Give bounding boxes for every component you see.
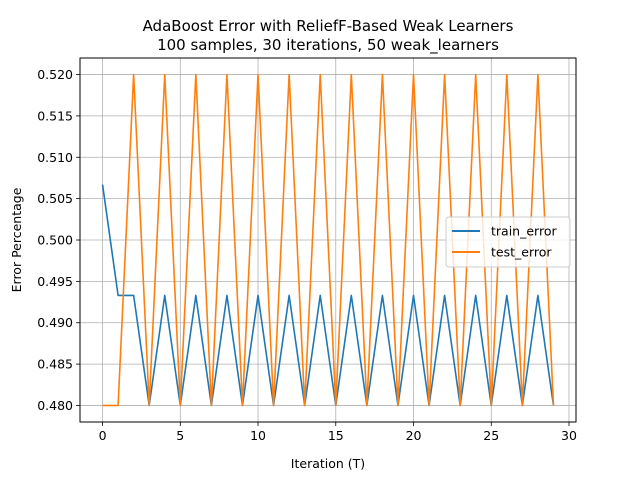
y-axis-label: Error Percentage (9, 187, 24, 292)
x-tick-label: 15 (328, 428, 344, 443)
y-axis-ticks: 0.480 0.485 0.490 0.495 0.500 0.505 0.510 0.515… (37, 67, 80, 413)
y-tick-label: 0.500 (37, 233, 73, 248)
y-tick-label: 0.495 (37, 274, 73, 289)
plot-series (101, 73, 555, 407)
x-tick-label: 20 (406, 428, 422, 443)
series-line-train-error (101, 184, 555, 407)
legend: train_error test_error (445, 216, 571, 268)
chart-title: AdaBoost Error with ReliefF-Based Weak L… (143, 17, 514, 35)
y-tick-label: 0.510 (37, 150, 73, 165)
x-tick-label: 30 (561, 428, 577, 443)
legend-box (445, 216, 571, 268)
legend-label-test-error: test_error (491, 245, 552, 260)
x-axis-ticks: 0 5 10 15 20 25 30 (99, 422, 577, 443)
y-tick-label: 0.485 (37, 357, 73, 372)
y-tick-label: 0.490 (37, 315, 73, 330)
y-tick-label: 0.515 (37, 108, 73, 123)
y-tick-label: 0.505 (37, 191, 73, 206)
chart-subtitle: 100 samples, 30 iterations, 50 weak_lear… (157, 36, 499, 55)
x-axis-label: Iteration (T) (291, 456, 365, 471)
x-tick-label: 5 (176, 428, 184, 443)
series-line-test-error (102, 73, 555, 407)
y-tick-label: 0.480 (37, 398, 73, 413)
legend-label-train-error: train_error (491, 224, 557, 239)
y-tick-label: 0.520 (37, 67, 73, 82)
x-tick-label: 25 (483, 428, 499, 443)
x-tick-label: 0 (99, 428, 107, 443)
x-tick-label: 10 (250, 428, 266, 443)
